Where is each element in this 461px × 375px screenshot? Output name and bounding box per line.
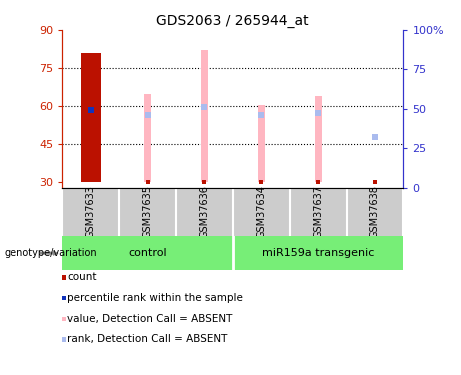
Text: GSM37638: GSM37638 [370, 186, 380, 238]
Text: GSM37634: GSM37634 [256, 186, 266, 238]
Text: control: control [128, 248, 167, 258]
Text: genotype/variation: genotype/variation [5, 248, 97, 258]
Bar [315, 96, 321, 182]
Text: GSM37637: GSM37637 [313, 185, 323, 238]
Bar [258, 105, 265, 182]
Bar [81, 53, 100, 182]
Bar [201, 50, 208, 182]
Bar [87, 53, 94, 182]
Text: value, Detection Call = ABSENT: value, Detection Call = ABSENT [67, 314, 233, 324]
Text: miR159a transgenic: miR159a transgenic [262, 248, 374, 258]
Bar [144, 93, 151, 182]
Text: percentile rank within the sample: percentile rank within the sample [67, 293, 243, 303]
Text: GSM37633: GSM37633 [86, 186, 96, 238]
Title: GDS2063 / 265944_at: GDS2063 / 265944_at [156, 13, 309, 28]
Text: count: count [67, 273, 97, 282]
Text: GSM37636: GSM37636 [199, 186, 209, 238]
Text: rank, Detection Call = ABSENT: rank, Detection Call = ABSENT [67, 334, 228, 344]
Text: GSM37635: GSM37635 [142, 185, 153, 238]
